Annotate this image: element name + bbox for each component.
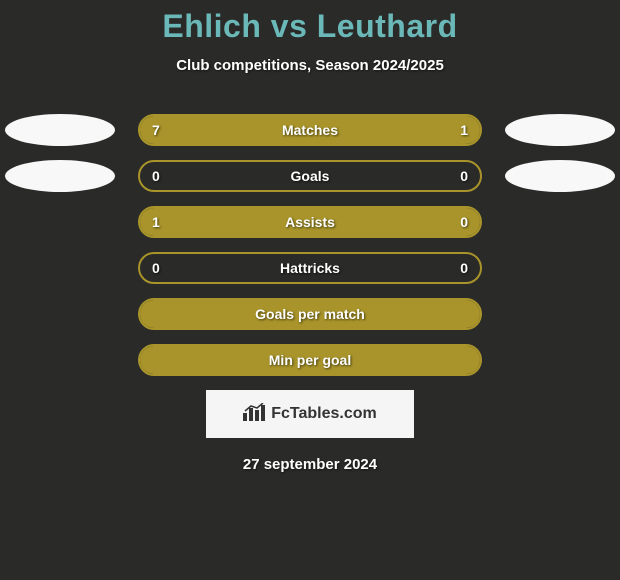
player-left-avatar [5,114,115,146]
comparison-container: 7 Matches 1 0 Goals 0 1 Assists 0 0 [0,114,620,376]
stat-value-left: 7 [152,122,160,138]
stat-bar: 7 Matches 1 [138,114,482,146]
stat-value-left: 1 [152,214,160,230]
stat-label: Goals per match [255,306,365,322]
stat-label: Assists [285,214,335,230]
stat-row-assists: 1 Assists 0 [0,206,620,238]
player-right-avatar [505,160,615,192]
footer-logo-text: FcTables.com [271,405,377,423]
stat-bar: 0 Goals 0 [138,160,482,192]
stat-row-goals-per-match: Goals per match [0,298,620,330]
stat-row-hattricks: 0 Hattricks 0 [0,252,620,284]
stat-value-right: 0 [460,168,468,184]
stat-row-matches: 7 Matches 1 [0,114,620,146]
player-left-avatar [5,160,115,192]
bar-fill-right [405,116,480,144]
stat-label: Goals [291,168,330,184]
stat-value-right: 0 [460,260,468,276]
bar-fill-right [405,208,480,236]
stat-bar: Goals per match [138,298,482,330]
footer-date: 27 september 2024 [0,456,620,473]
stat-bar: Min per goal [138,344,482,376]
stat-value-left: 0 [152,168,160,184]
stat-label: Hattricks [280,260,340,276]
chart-icon [243,403,265,426]
page-subtitle: Club competitions, Season 2024/2025 [0,57,620,74]
stat-bar: 0 Hattricks 0 [138,252,482,284]
stat-value-left: 0 [152,260,160,276]
stat-bar: 1 Assists 0 [138,206,482,238]
stat-row-min-per-goal: Min per goal [0,344,620,376]
bar-fill-left [140,116,405,144]
stat-value-right: 0 [460,214,468,230]
stat-label: Min per goal [269,352,351,368]
bar-fill-left [140,208,405,236]
stat-row-goals: 0 Goals 0 [0,160,620,192]
page-title: Ehlich vs Leuthard [0,0,620,45]
stat-value-right: 1 [460,122,468,138]
stat-label: Matches [282,122,338,138]
player-right-avatar [505,114,615,146]
footer-logo: FcTables.com [206,390,414,438]
